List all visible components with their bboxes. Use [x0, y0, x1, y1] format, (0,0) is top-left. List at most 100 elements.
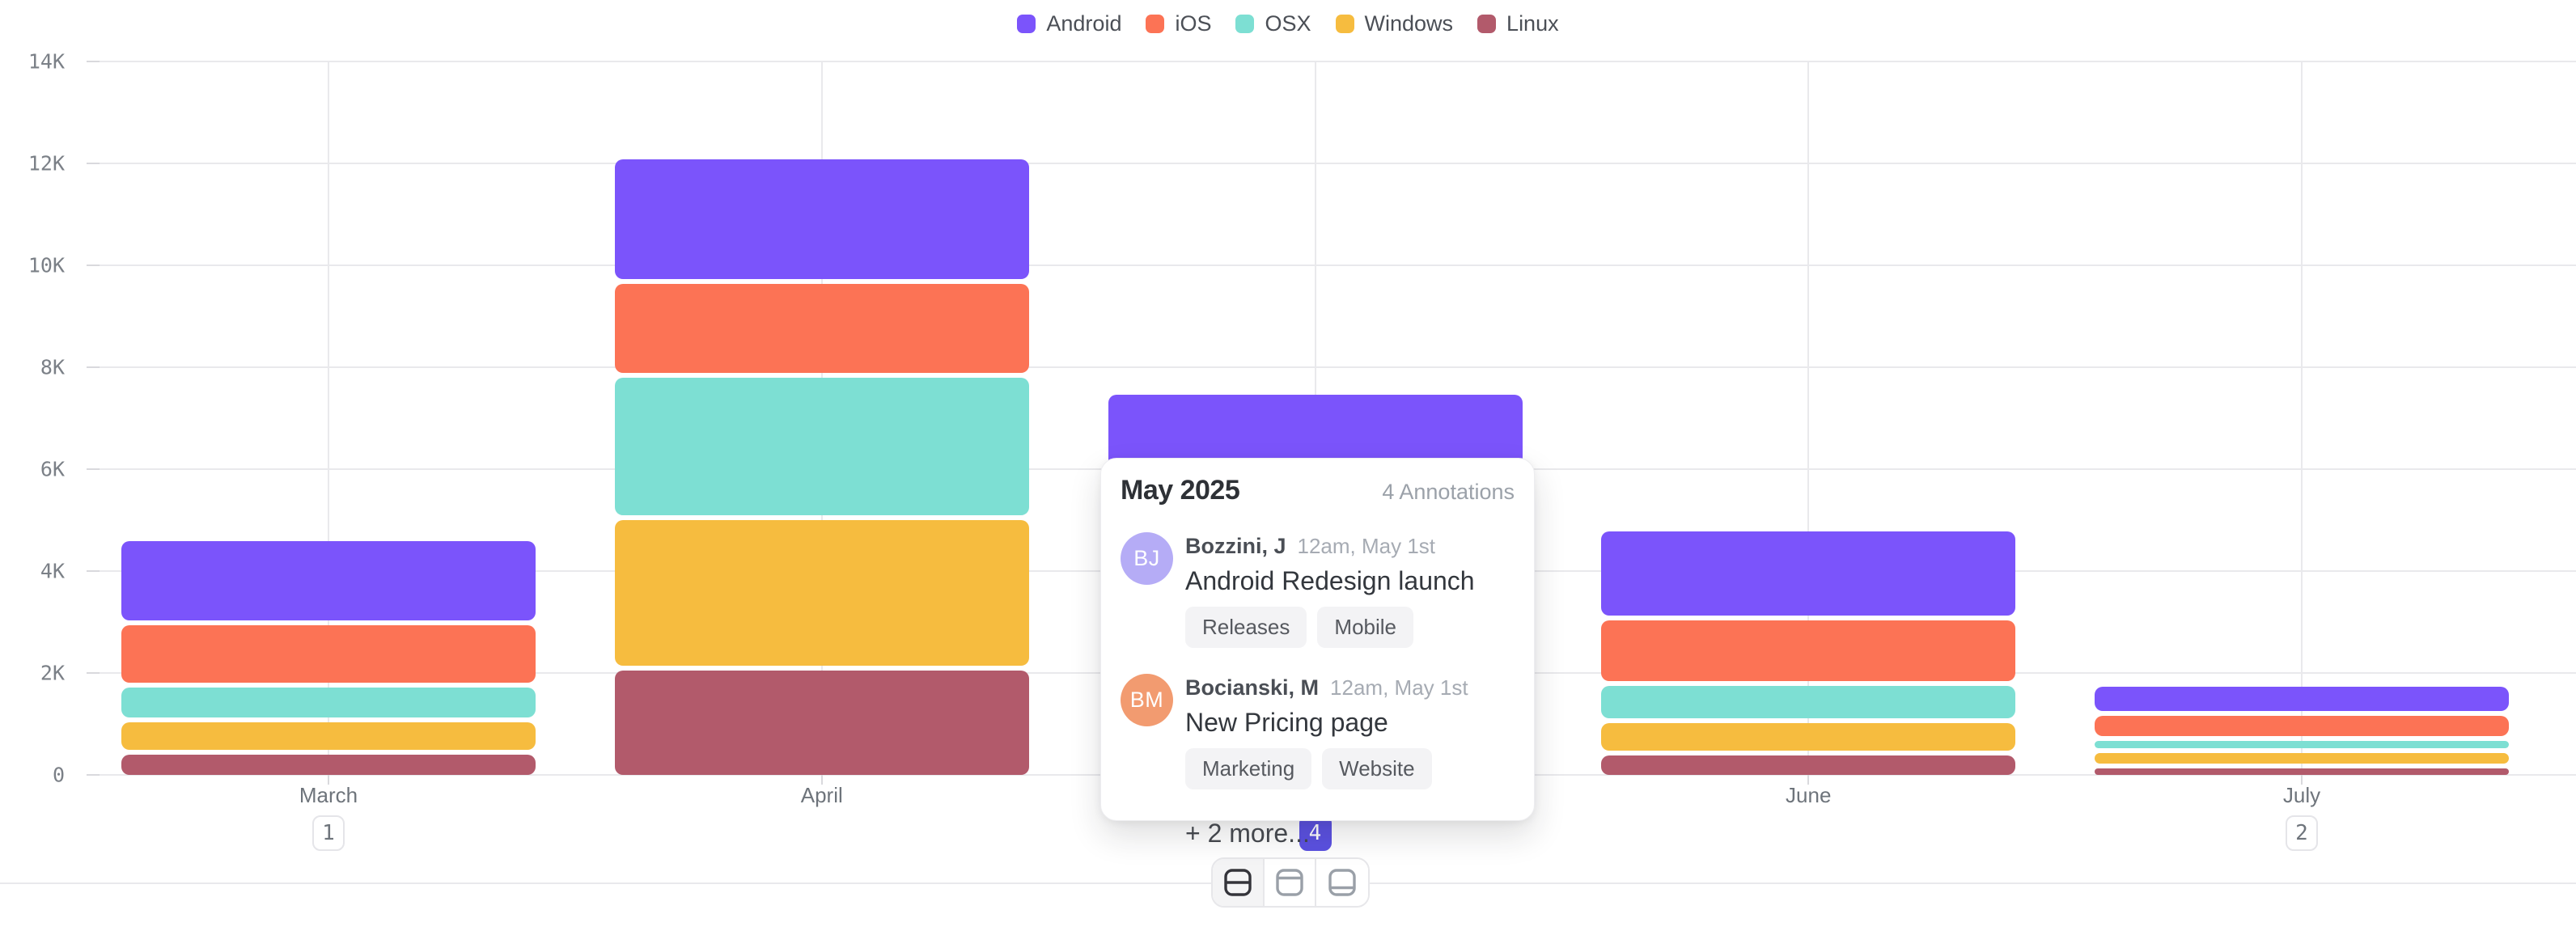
month-axis-tick	[2301, 775, 2303, 785]
bar-segment-osx-july[interactable]	[2095, 740, 2509, 749]
panel-split-middle-button[interactable]	[1213, 859, 1265, 906]
chart-legend: Android iOS OSX Windows Linux	[0, 11, 2576, 36]
y-axis-tick	[87, 265, 100, 266]
annotation-count-badge-may[interactable]: 4	[1299, 815, 1332, 851]
bar-segment-windows-april[interactable]	[614, 520, 1029, 666]
month-label-april: April	[800, 783, 843, 807]
y-axis-label: 8K	[40, 355, 65, 379]
y-axis-label: 12K	[28, 151, 65, 176]
annotation-item: BJ Bozzini, J 12am, May 1st Android Redesig…	[1121, 532, 1515, 648]
popover-title: May 2025	[1121, 475, 1240, 506]
y-axis-label: 0	[52, 763, 65, 787]
y-axis-tick	[87, 672, 100, 674]
annotation-author: Bozzini, J	[1185, 534, 1286, 558]
legend-swatch-icon	[1017, 15, 1036, 33]
user-avatar: BM	[1121, 674, 1173, 726]
y-axis-label: 14K	[28, 49, 65, 74]
month-gridline	[1807, 61, 1810, 775]
legend-label: Windows	[1364, 11, 1454, 36]
legend-label: Android	[1046, 11, 1122, 36]
y-axis-tick	[87, 61, 100, 62]
bar-segment-windows-july[interactable]	[2095, 753, 2509, 764]
popover-header: May 2025 4 Annotations	[1121, 475, 1515, 506]
bar-segment-linux-april[interactable]	[614, 670, 1029, 775]
annotation-tag: Marketing	[1185, 748, 1312, 789]
annotation-body: Bozzini, J 12am, May 1st Android Redesign …	[1185, 532, 1475, 648]
legend-swatch-icon	[1146, 15, 1165, 33]
bar-segment-ios-june[interactable]	[1601, 620, 2016, 682]
y-axis-label: 2K	[40, 661, 65, 685]
y-gridline	[87, 163, 2576, 164]
legend-label: OSX	[1265, 11, 1311, 36]
month-label-june: June	[1786, 783, 1832, 807]
month-label-july: July	[2282, 783, 2321, 807]
legend-item-windows[interactable]: Windows	[1335, 11, 1454, 36]
bar-segment-android-july[interactable]	[2095, 686, 2509, 711]
y-axis-tick	[87, 774, 100, 776]
annotation-count-badge-march[interactable]: 1	[312, 815, 345, 851]
legend-item-osx[interactable]: OSX	[1235, 11, 1311, 36]
layout-toggle-group	[1211, 857, 1370, 908]
annotation-tag: Website	[1322, 748, 1432, 789]
y-gridline	[87, 366, 2576, 368]
bar-segment-osx-april[interactable]	[614, 378, 1029, 516]
legend-item-ios[interactable]: iOS	[1146, 11, 1211, 36]
month-axis-tick	[328, 775, 329, 785]
annotation-tags: Releases Mobile	[1185, 607, 1475, 648]
y-gridline	[87, 265, 2576, 266]
annotation-body: Bocianski, M 12am, May 1st New Pricing pag…	[1185, 674, 1468, 789]
y-axis-tick	[87, 366, 100, 368]
bar-segment-android-march[interactable]	[121, 541, 536, 621]
annotation-title: Android Redesign launch	[1185, 566, 1475, 595]
bar-segment-ios-april[interactable]	[614, 283, 1029, 374]
y-axis-label: 10K	[28, 253, 65, 277]
bar-segment-linux-july[interactable]	[2095, 768, 2509, 775]
y-axis-tick	[87, 468, 100, 470]
annotation-meta: Bocianski, M 12am, May 1st	[1185, 675, 1468, 700]
panel-line-bottom-button[interactable]	[1316, 859, 1368, 906]
month-gridline	[2301, 61, 2303, 775]
legend-swatch-icon	[1335, 15, 1354, 33]
legend-label: iOS	[1175, 11, 1212, 36]
legend-item-android[interactable]: Android	[1017, 11, 1121, 36]
y-axis-tick	[87, 163, 100, 164]
y-axis-tick	[87, 570, 100, 572]
month-label-march: March	[299, 783, 358, 807]
annotation-title: New Pricing page	[1185, 708, 1388, 737]
panel-line-top-button[interactable]	[1265, 859, 1316, 906]
bar-segment-linux-june[interactable]	[1601, 755, 2016, 775]
bar-segment-ios-march[interactable]	[121, 625, 536, 683]
bar-segment-windows-june[interactable]	[1601, 723, 2016, 751]
bar-segment-linux-march[interactable]	[121, 754, 536, 775]
annotation-timestamp: 12am, May 1st	[1330, 675, 1468, 700]
bar-segment-osx-march[interactable]	[121, 688, 536, 717]
bar-segment-android-june[interactable]	[1601, 531, 2016, 616]
annotation-item: BM Bocianski, M 12am, May 1st New Pricing p…	[1121, 674, 1515, 789]
bar-segment-windows-march[interactable]	[121, 722, 536, 750]
annotation-count-badge-july[interactable]: 2	[2286, 815, 2318, 851]
legend-swatch-icon	[1477, 15, 1497, 33]
annotations-popover: May 2025 4 Annotations BJ Bozzini, J 12am,…	[1100, 458, 1535, 848]
user-avatar: BJ	[1121, 532, 1173, 585]
bar-segment-ios-july[interactable]	[2095, 715, 2509, 736]
y-axis-label: 4K	[40, 559, 65, 583]
popover-annotation-count: 4 Annotations	[1382, 480, 1515, 504]
legend-label: Linux	[1506, 11, 1559, 36]
y-axis-label: 6K	[40, 457, 65, 481]
month-gridline	[328, 61, 329, 775]
annotation-list: BJ Bozzini, J 12am, May 1st Android Redesig…	[1121, 532, 1515, 789]
month-axis-tick	[1807, 775, 1810, 785]
month-axis-tick	[820, 775, 823, 785]
annotation-author: Bocianski, M	[1185, 675, 1320, 700]
annotation-tag: Mobile	[1317, 607, 1413, 648]
legend-item-linux[interactable]: Linux	[1477, 11, 1559, 36]
bar-segment-osx-june[interactable]	[1601, 686, 2016, 719]
show-more-link[interactable]: + 2 more...	[1185, 819, 1310, 848]
panel-line-bottom-icon	[1328, 869, 1356, 896]
annotation-meta: Bozzini, J 12am, May 1st	[1185, 534, 1475, 559]
panel-line-top-icon	[1276, 869, 1303, 896]
bar-segment-android-april[interactable]	[614, 159, 1029, 279]
annotation-tags: Marketing Website	[1185, 748, 1468, 789]
annotation-timestamp: 12am, May 1st	[1297, 534, 1436, 558]
